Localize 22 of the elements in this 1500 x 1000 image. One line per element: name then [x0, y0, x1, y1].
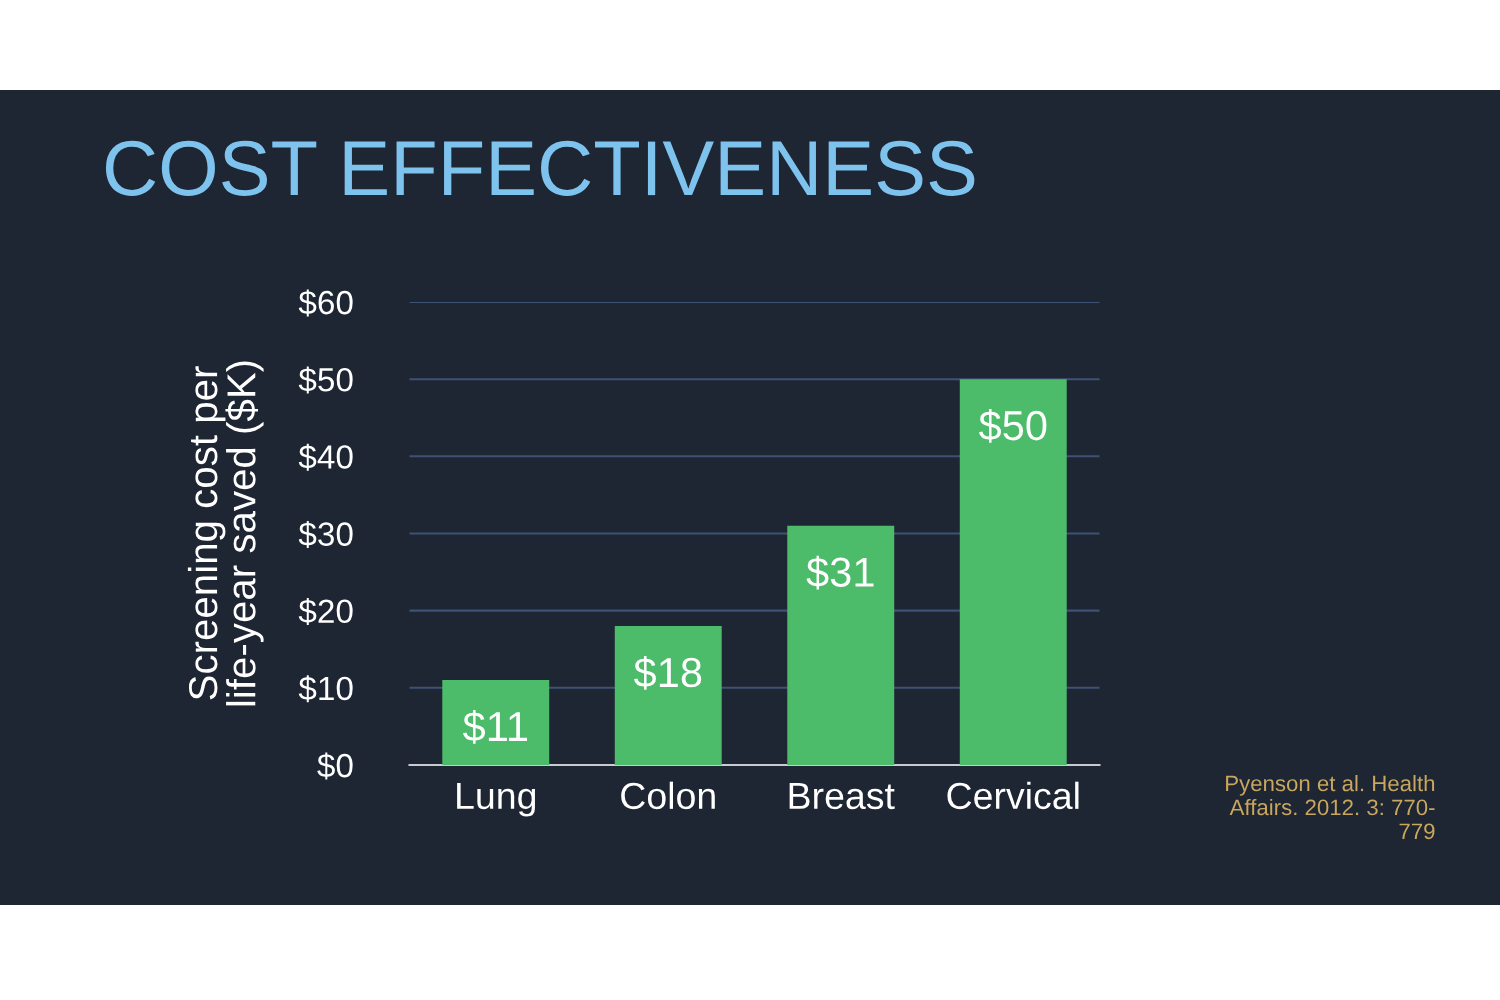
bar [614, 626, 722, 765]
y-tick-label: $40 [298, 443, 353, 471]
chart-title: COST EFFECTIVENESS [105, 140, 975, 196]
y-tick-label: $50 [298, 366, 353, 394]
data-label: $11 [462, 710, 527, 744]
x-tick-label: Lung [457, 783, 536, 817]
data-label: $50 [978, 409, 1047, 443]
x-tick-label: Colon [621, 781, 715, 810]
bar [959, 379, 1067, 765]
y-tick-label: $10 [298, 675, 353, 703]
bar [787, 525, 895, 765]
y-tick-label: $30 [298, 520, 353, 548]
data-label: $18 [633, 656, 702, 690]
y-tick-label: $60 [298, 289, 353, 317]
y-tick-label: $0 [317, 752, 353, 780]
y-axis-title: Screening cost per life-year saved ($K) [187, 361, 264, 706]
x-tick-label: Breast [789, 783, 895, 810]
data-label: $31 [806, 555, 874, 590]
bar [442, 680, 550, 765]
y-tick-label: $20 [298, 598, 353, 626]
text: Pyenson et al. Health Affairs. 2012. 3: 770- 779 [1226, 775, 1435, 840]
x-tick-label: Cervical [947, 781, 1079, 810]
